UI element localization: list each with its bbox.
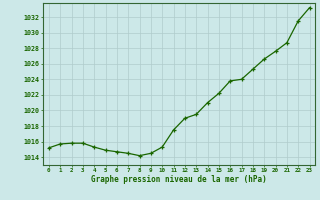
X-axis label: Graphe pression niveau de la mer (hPa): Graphe pression niveau de la mer (hPa) bbox=[91, 175, 267, 184]
